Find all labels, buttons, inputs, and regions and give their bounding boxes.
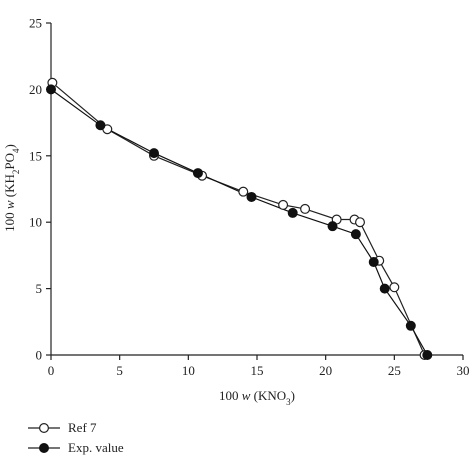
y-tick-label: 10	[29, 215, 42, 230]
x-tick-label: 5	[116, 363, 123, 378]
legend: Ref 7 Exp. value	[28, 420, 124, 455]
data-point-0	[355, 217, 366, 228]
x-tick-label: 10	[182, 363, 195, 378]
legend-label-ref7: Ref 7	[68, 420, 97, 435]
data-point-1	[95, 120, 106, 131]
legend-label-exp: Exp. value	[68, 440, 124, 455]
data-point-0	[389, 282, 400, 293]
x-tick-label: 25	[388, 363, 401, 378]
y-axis-title: 100 w (KH2PO4)	[2, 144, 21, 232]
data-point-0	[278, 199, 289, 210]
data-point-1	[422, 350, 433, 361]
data-point-1	[368, 257, 379, 268]
data-point-0	[238, 186, 249, 197]
axes: 0 5 10 15 20 25 30 0 5 10 15 20 25	[29, 16, 470, 379]
series-layer	[45, 77, 433, 361]
x-tick-label: 20	[319, 363, 332, 378]
series-line-0	[52, 82, 426, 356]
x-axis-title: 100 w (KNO3)	[219, 388, 295, 407]
data-point-1	[246, 191, 257, 202]
x-tick-label: 15	[251, 363, 264, 378]
y-tick-label: 15	[29, 148, 42, 163]
y-tick-label: 0	[36, 348, 43, 363]
y-tick-label: 5	[36, 281, 43, 296]
legend-marker-exp	[38, 443, 49, 454]
data-point-1	[192, 168, 203, 179]
data-point-1	[327, 221, 338, 232]
data-point-1	[287, 207, 298, 218]
data-point-1	[405, 320, 416, 331]
data-point-1	[45, 84, 56, 95]
data-point-1	[149, 148, 160, 159]
y-tick-label: 20	[29, 82, 42, 97]
legend-marker-ref7	[38, 423, 49, 434]
x-tick-label: 30	[457, 363, 470, 378]
data-point-1	[379, 283, 390, 294]
data-point-0	[300, 203, 311, 214]
x-tick-label: 0	[48, 363, 55, 378]
data-point-1	[350, 229, 361, 240]
series-line-1	[50, 88, 428, 356]
y-tick-label: 25	[29, 16, 42, 31]
